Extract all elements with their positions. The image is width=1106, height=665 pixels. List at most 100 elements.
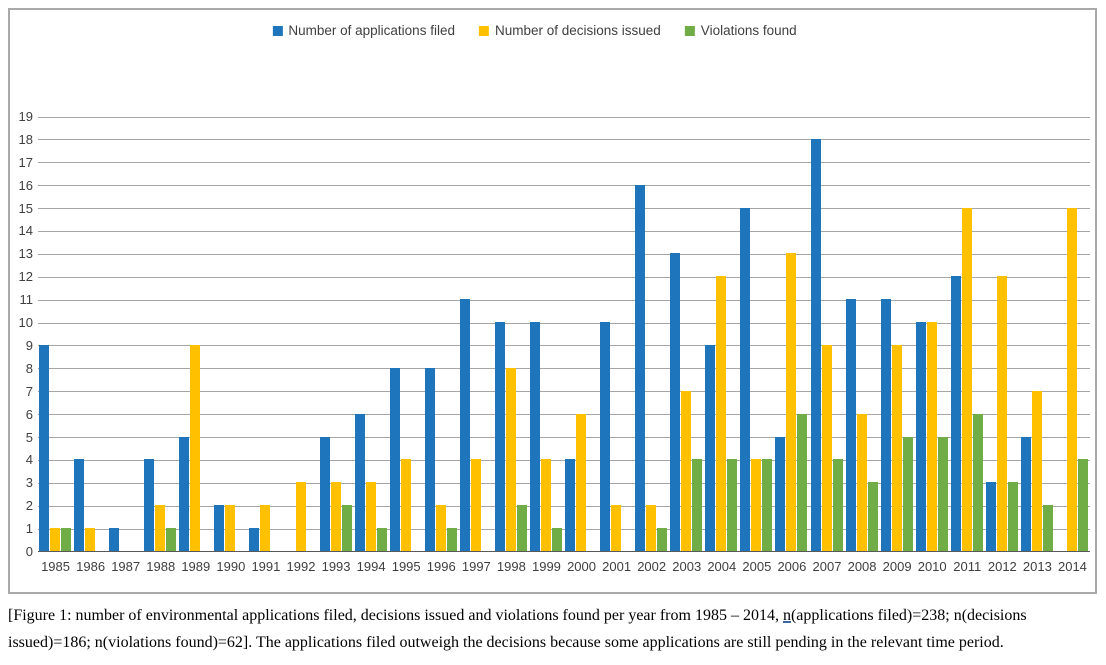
legend: Number of applications filed Number of de… (272, 23, 797, 38)
x-tick-label: 1990 (216, 559, 246, 574)
bar-applications-1988 (144, 459, 155, 551)
legend-label: Number of applications filed (288, 23, 455, 38)
gridline (38, 139, 1090, 141)
bar-violations-1996 (446, 528, 457, 551)
y-tick-label: 3 (25, 475, 33, 491)
figure-caption: [Figure 1: number of environmental appli… (8, 602, 1102, 656)
legend-item-applications: Number of applications filed (272, 23, 455, 38)
y-tick-label: 6 (25, 406, 33, 422)
bar-applications-2005 (740, 207, 751, 551)
bar-violations-2009 (902, 436, 913, 551)
bar-applications-2013 (1020, 436, 1031, 551)
legend-label: Number of decisions issued (494, 23, 661, 38)
bar-decisions-1988 (155, 505, 166, 551)
x-tick-label: 2010 (917, 559, 947, 574)
bar-violations-2005 (762, 459, 773, 551)
bar-applications-2009 (880, 299, 891, 551)
gridline (38, 116, 1090, 118)
bar-violations-2007 (832, 459, 843, 551)
caption-text-prefix: [Figure 1: number of environmental appli… (8, 607, 783, 624)
y-tick-label: 0 (25, 544, 33, 559)
y-tick-label: 14 (18, 223, 33, 239)
y-tick-label: 13 (18, 246, 33, 262)
bar-applications-1991 (249, 528, 260, 551)
bar-applications-2008 (845, 299, 856, 551)
legend-item-decisions: Number of decisions issued (478, 23, 661, 38)
bar-applications-2001 (600, 322, 611, 551)
bar-decisions-2013 (1031, 390, 1042, 551)
bar-decisions-1997 (470, 459, 481, 551)
y-tick-label: 19 (18, 109, 33, 124)
x-tick-label: 1987 (111, 559, 141, 574)
bar-decisions-1995 (400, 459, 411, 551)
bar-applications-2000 (565, 459, 576, 551)
gridline (38, 414, 1090, 416)
x-tick-label: 1996 (426, 559, 456, 574)
bar-applications-1986 (74, 459, 85, 551)
bar-decisions-2003 (681, 390, 692, 551)
x-axis-line (38, 551, 1090, 552)
bar-decisions-1999 (540, 459, 551, 551)
bar-violations-2010 (937, 436, 948, 551)
legend-item-violations: Violations found (684, 23, 797, 38)
legend-swatch-icon (684, 25, 695, 36)
gridline (38, 482, 1090, 484)
bar-violations-1994 (376, 528, 387, 551)
bar-violations-2004 (727, 459, 738, 551)
bar-decisions-2002 (646, 505, 657, 551)
y-tick-label: 12 (18, 269, 33, 285)
bar-applications-1993 (319, 436, 330, 551)
gridline (38, 368, 1090, 370)
y-tick-label: 2 (25, 498, 33, 514)
bar-applications-2004 (705, 344, 716, 551)
bar-applications-2012 (985, 482, 996, 551)
x-tick-label: 1989 (181, 559, 211, 574)
x-tick-label: 1997 (461, 559, 491, 574)
bar-violations-1993 (341, 505, 352, 551)
caption-text-underlined: n( (782, 607, 797, 624)
bar-violations-2012 (1007, 482, 1018, 551)
bar-violations-2014 (1077, 459, 1088, 551)
y-tick-label: 11 (19, 292, 34, 308)
bar-applications-1990 (214, 505, 225, 551)
bar-decisions-1992 (295, 482, 306, 551)
gridline (38, 253, 1090, 255)
x-tick-label: 1985 (41, 559, 70, 574)
bar-decisions-1994 (365, 482, 376, 551)
bar-violations-1998 (516, 505, 527, 551)
bar-applications-2002 (635, 184, 646, 551)
legend-label: Violations found (700, 23, 797, 38)
bar-decisions-1986 (85, 528, 96, 551)
x-tick-label: 2005 (742, 559, 772, 574)
y-tick-label: 1 (25, 521, 33, 537)
y-tick-label: 8 (25, 360, 33, 376)
bar-decisions-1996 (435, 505, 446, 551)
bar-decisions-2001 (611, 505, 622, 551)
x-tick-label: 1999 (531, 559, 561, 574)
x-tick-label: 2007 (812, 559, 842, 574)
bar-decisions-2011 (961, 207, 972, 551)
bar-violations-1985 (61, 528, 72, 551)
caption-text-suffix: applications filed)=238; n(decisions iss… (8, 607, 1027, 651)
x-tick-label: 2009 (882, 559, 912, 574)
gridline (38, 505, 1090, 507)
x-tick-label: 2013 (1022, 559, 1052, 574)
x-tick-label: 2012 (987, 559, 1017, 574)
bar-applications-2007 (810, 138, 821, 551)
x-tick-label: 1995 (391, 559, 421, 574)
bar-violations-1999 (551, 528, 562, 551)
plot-area (38, 116, 1090, 552)
legend-swatch-icon (272, 25, 283, 36)
x-tick-label: 2000 (567, 559, 596, 574)
y-tick-label: 17 (18, 154, 33, 170)
bar-violations-2008 (867, 482, 878, 551)
y-tick-label: 16 (18, 177, 33, 193)
x-tick-label: 1994 (356, 559, 386, 574)
x-tick-label: 1992 (286, 559, 316, 574)
y-tick-label: 5 (25, 429, 33, 445)
bar-violations-2013 (1042, 505, 1053, 551)
bar-applications-2003 (670, 253, 681, 551)
x-tick-label: 1986 (76, 559, 106, 574)
x-tick-label: 1993 (321, 559, 351, 574)
